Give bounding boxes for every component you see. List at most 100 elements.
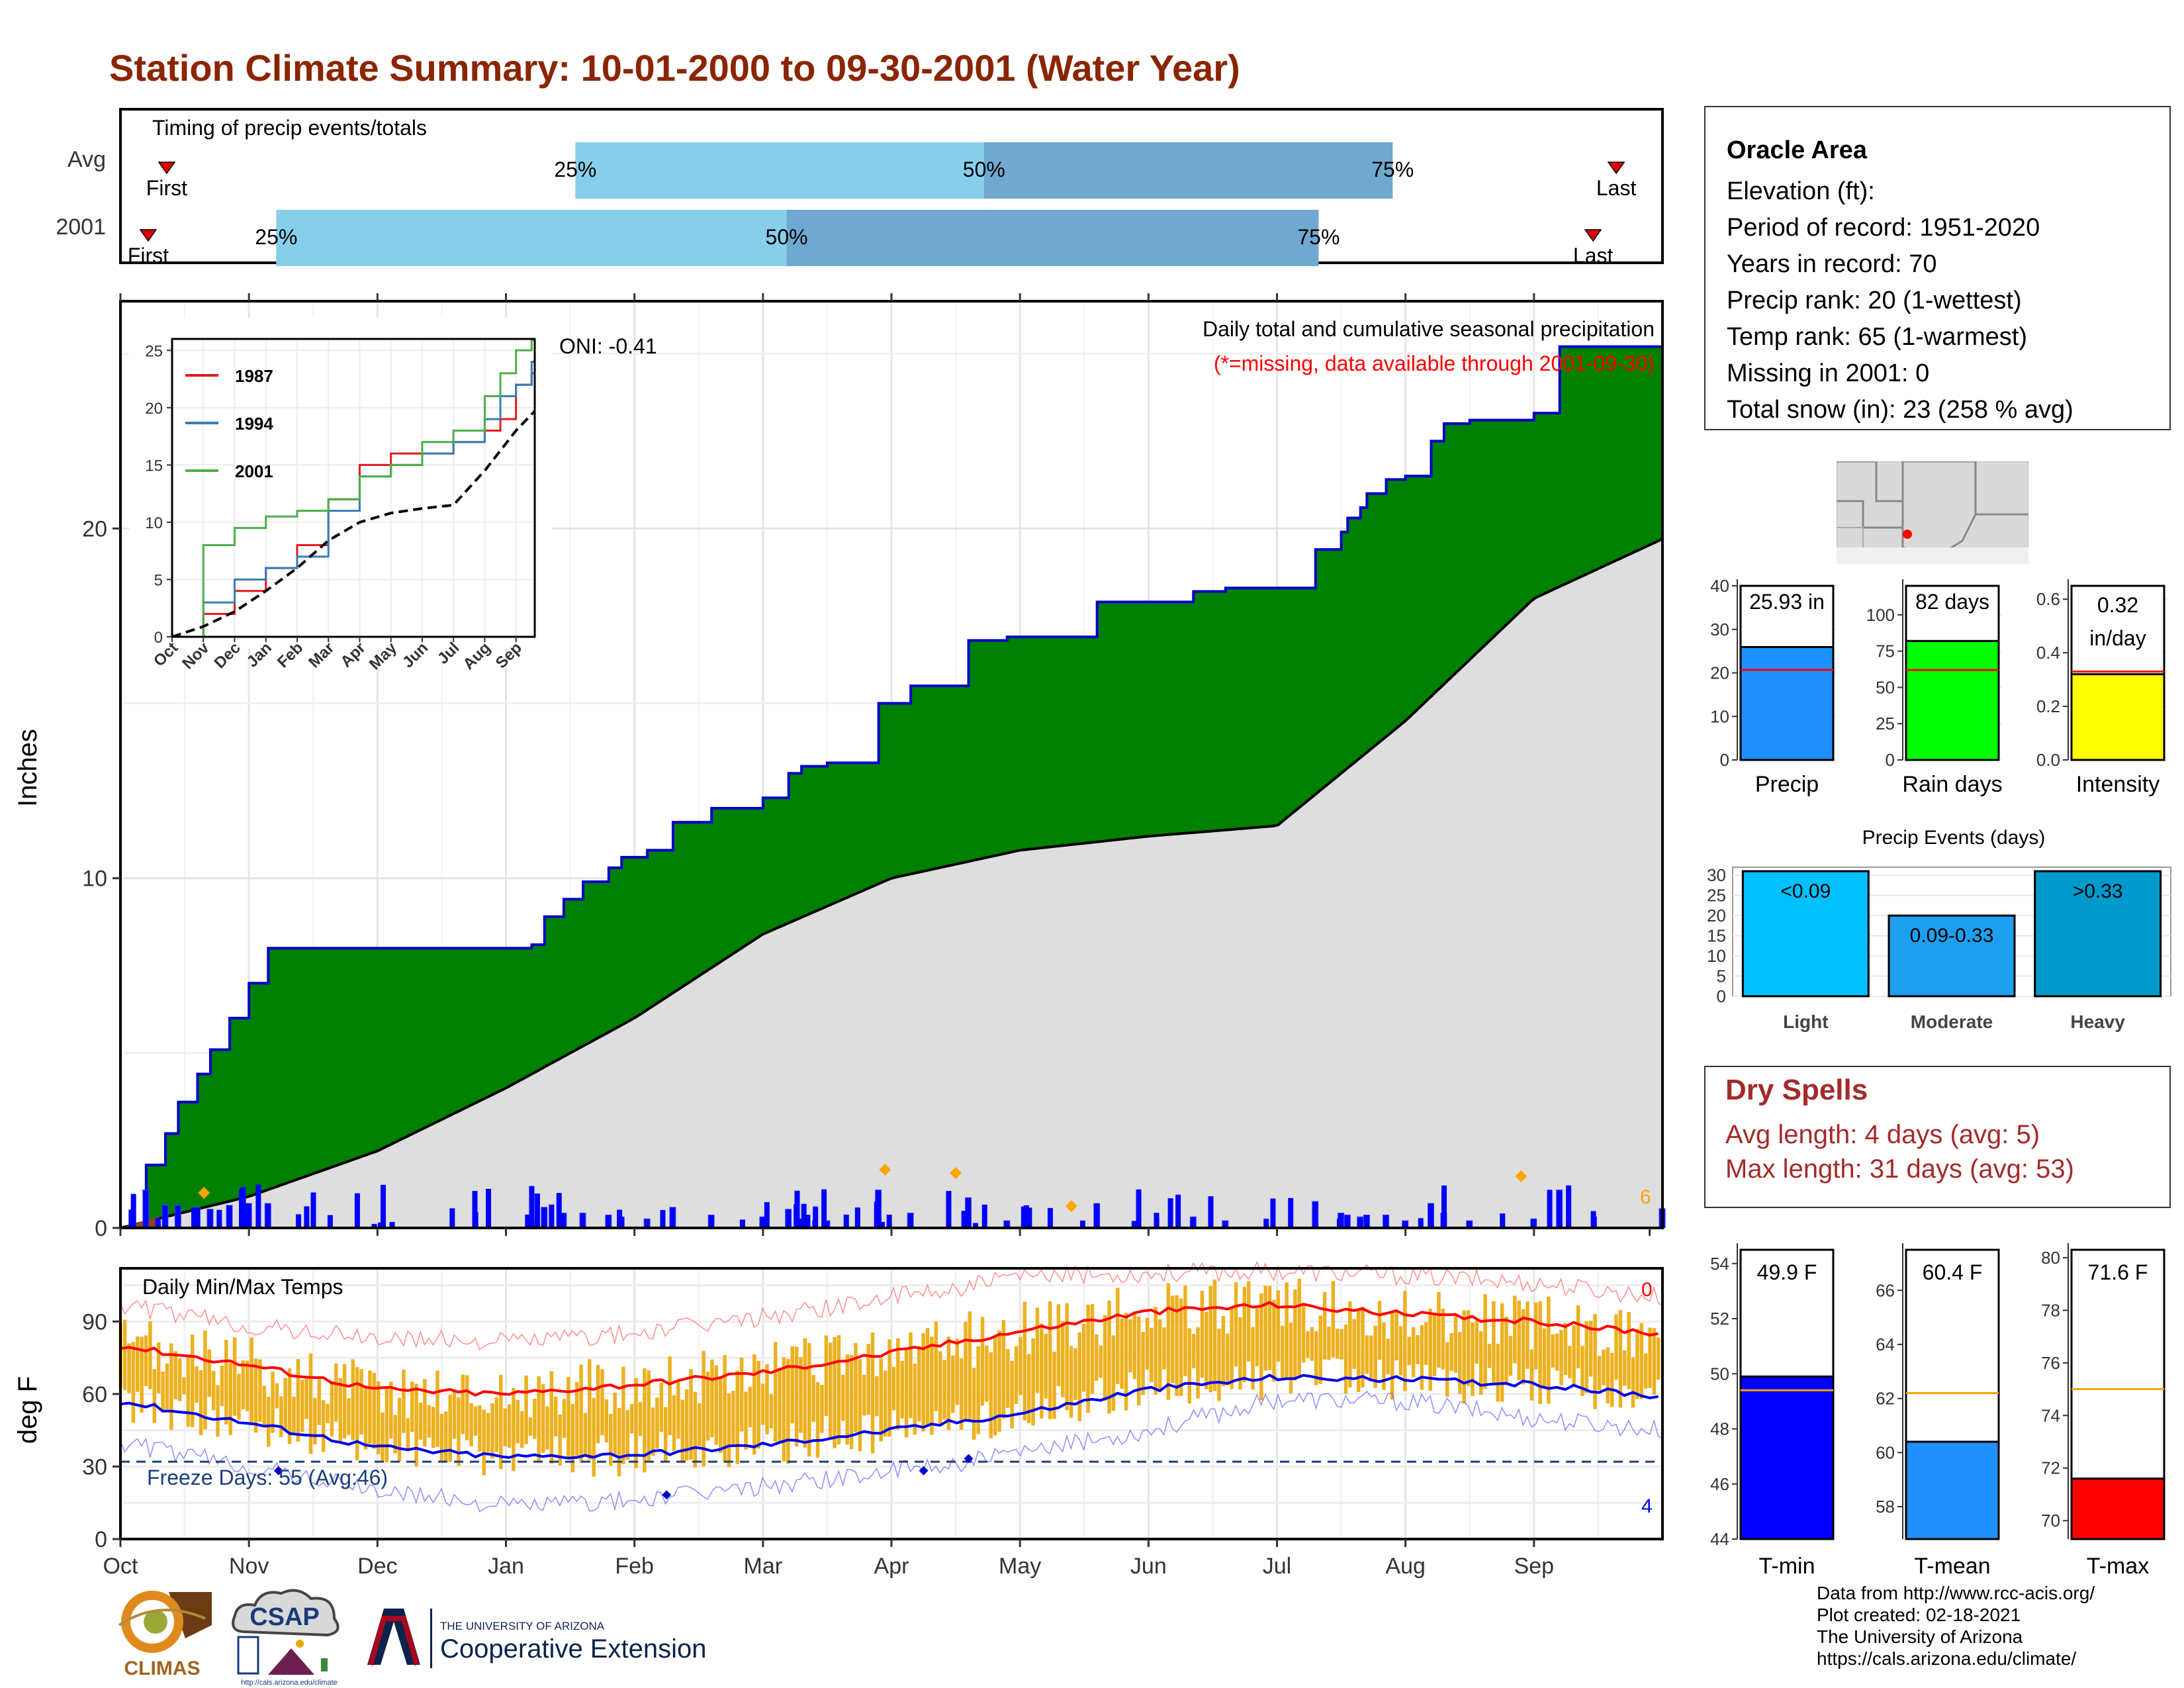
precip-daily-bar — [961, 1211, 967, 1228]
temp-daily-bar — [1614, 1314, 1618, 1380]
temp-daily-bar — [1487, 1344, 1492, 1368]
page-title: Station Climate Summary: 10-01-2000 to 0… — [109, 47, 1240, 89]
topbar-ytick-label: 0.2 — [2036, 696, 2060, 716]
temp-daily-bar — [1593, 1314, 1597, 1409]
temp-daily-bar — [663, 1407, 668, 1462]
temp-daily-bar — [1221, 1316, 1226, 1387]
temp-daily-bar — [199, 1370, 203, 1436]
tempbar-ytick-label: 74 — [2041, 1405, 2060, 1425]
topbar-ytick-label: 30 — [1710, 620, 1729, 639]
temp-daily-bar — [993, 1336, 997, 1436]
precip-caption1: Daily total and cumulative seasonal prec… — [1203, 317, 1655, 341]
temp-xtick-label: Apr — [874, 1554, 909, 1579]
temp-daily-bar — [731, 1391, 735, 1446]
temp-daily-bar — [414, 1383, 418, 1467]
precip-ytick-label: 0 — [95, 1216, 107, 1241]
temp-daily-bar — [807, 1342, 811, 1457]
precip-daily-bar — [354, 1193, 360, 1228]
temp-ytick-label: 30 — [82, 1454, 107, 1479]
temp-daily-bar — [782, 1357, 786, 1462]
temp-daily-bar — [1580, 1346, 1584, 1396]
temp-daily-bar — [1251, 1327, 1255, 1390]
inset-ytick-label: 5 — [154, 571, 163, 589]
temp-ylabel: deg F — [13, 1376, 42, 1444]
precip-daily-bar — [854, 1207, 860, 1228]
temp-daily-bar — [389, 1382, 393, 1439]
temp-daily-bar — [435, 1370, 439, 1447]
temp-daily-bar — [402, 1369, 406, 1433]
temp-daily-bar — [913, 1363, 917, 1435]
temp-daily-bar — [820, 1385, 824, 1433]
temp-daily-bar — [1610, 1352, 1614, 1407]
temp-daily-bar — [203, 1331, 207, 1430]
temp-daily-bar — [1551, 1334, 1555, 1368]
temp-daily-bar — [334, 1363, 338, 1422]
timing-p75-label: 75% — [1297, 225, 1340, 249]
temp-daily-bar — [811, 1375, 815, 1422]
temp-daily-bar — [1458, 1332, 1462, 1394]
precip-daily-bar — [244, 1223, 250, 1228]
temp-daily-bar — [1597, 1356, 1602, 1391]
temp-daily-bar — [1081, 1323, 1086, 1392]
temp-daily-bar — [1183, 1285, 1187, 1376]
temp-daily-bar — [655, 1397, 659, 1449]
temp-daily-bar — [1077, 1332, 1082, 1421]
footer-credits: Data from http://www.rcc-acis.org/ Plot … — [1817, 1582, 2095, 1669]
footer-line: The University of Arizona — [1817, 1626, 2023, 1647]
events-plot-bg — [1732, 867, 2171, 997]
timing-bar-q25-q50 — [276, 210, 787, 266]
temp-daily-bar — [693, 1391, 698, 1468]
tempbar-category-label: T-max — [2087, 1554, 2149, 1579]
temp-daily-bar — [1310, 1327, 1314, 1361]
temp-daily-bar — [1069, 1346, 1073, 1418]
precip-daily-bar — [381, 1184, 387, 1228]
temp-daily-bar — [1255, 1305, 1259, 1366]
temp-daily-bar — [1158, 1319, 1162, 1391]
temp-daily-bar — [723, 1355, 727, 1463]
temp-daily-bar — [494, 1397, 499, 1452]
temp-daily-bar — [266, 1396, 271, 1447]
temp-daily-bar — [1428, 1309, 1432, 1391]
precip-daily-bar — [1047, 1207, 1053, 1228]
temp-daily-bar — [1238, 1317, 1242, 1390]
temp-daily-bar — [1547, 1296, 1551, 1404]
temp-daily-bar — [1437, 1291, 1441, 1368]
temp-daily-bar — [191, 1335, 195, 1427]
temp-daily-bar — [1449, 1333, 1453, 1371]
temp-daily-bar — [1136, 1317, 1141, 1406]
tempbar-ytick-label: 78 — [2041, 1300, 2060, 1320]
precip-daily-bar — [1441, 1185, 1447, 1228]
footer-line: https://cals.arizona.edu/climate/ — [1817, 1648, 2077, 1669]
temp-daily-bar — [224, 1340, 228, 1425]
csap-url: http://cals.arizona.edu/climate — [241, 1679, 338, 1687]
temp-daily-bar — [1044, 1334, 1048, 1399]
temp-daily-bar — [1331, 1281, 1336, 1358]
temp-daily-bar — [1301, 1304, 1306, 1363]
temp-daily-bar — [1111, 1335, 1116, 1411]
temp-daily-bar — [253, 1358, 258, 1433]
temp-daily-bar — [418, 1402, 423, 1440]
temp-daily-bar — [372, 1372, 377, 1449]
temp-daily-bar — [862, 1374, 866, 1416]
topbar-bg — [1739, 585, 1835, 649]
events-bar-label: >0.33 — [2073, 880, 2123, 902]
precip-daily-bar — [821, 1189, 827, 1228]
temp-daily-bar — [173, 1351, 177, 1399]
temp-title: Daily Min/Max Temps — [142, 1275, 343, 1299]
temp-daily-bar — [930, 1336, 934, 1435]
temp-daily-bar — [600, 1369, 604, 1436]
precip-daily-bar — [1566, 1185, 1572, 1228]
temp-daily-bar — [186, 1357, 191, 1427]
temp-daily-bar — [1145, 1317, 1150, 1370]
inset-ytick-label: 15 — [145, 457, 163, 475]
precip-daily-bar — [327, 1215, 333, 1228]
temp-daily-bar — [828, 1342, 833, 1439]
temp-daily-bar — [292, 1396, 296, 1433]
temp-xtick-label: Jul — [1263, 1554, 1291, 1579]
temp-xtick-label: May — [999, 1554, 1041, 1579]
timing-row-label: Avg — [68, 147, 106, 172]
temp-daily-bar — [1606, 1347, 1610, 1404]
temp-daily-bar — [448, 1395, 452, 1462]
temp-daily-bar — [849, 1354, 854, 1450]
temp-daily-bar — [338, 1378, 342, 1442]
